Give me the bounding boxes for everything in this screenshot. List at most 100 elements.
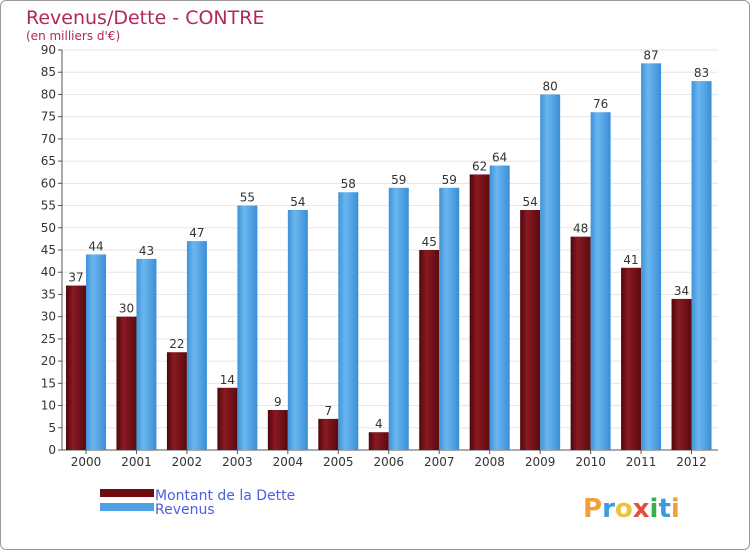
x-tick-label: 2010 [575,455,606,469]
x-tick-label: 2004 [273,455,304,469]
x-axis: 2000 2001 2002 2003 2004 2005 2006 2007 2008 2009… [71,450,707,469]
bar-debt-label: 37 [68,271,83,285]
logo-letter: x [633,494,650,524]
x-tick-label: 2008 [474,455,505,469]
y-tick-label: 25 [41,332,56,346]
bar-revenue [439,187,460,450]
x-tick-label: 2011 [626,455,657,469]
y-tick-label: 60 [41,176,56,190]
bar-debt-label: 4 [375,417,383,431]
bar-revenue [540,94,561,450]
bar-revenue [136,258,157,450]
bar-revenue-label: 59 [391,173,406,187]
y-tick-label: 85 [41,65,56,79]
bar-debt-label: 48 [573,222,588,236]
bar-debt [166,352,187,450]
bar-revenue [287,210,308,450]
logo-letter: o [615,494,633,524]
bar-revenue [237,205,258,450]
y-tick-label: 50 [41,221,56,235]
bar-debt-label: 14 [220,373,235,387]
x-tick-label: 2000 [71,455,102,469]
bar-revenue-label: 87 [643,48,658,62]
proxiti-logo: Proxiti [583,494,680,524]
legend: Montant de la Dette Revenus [100,488,295,518]
bar-revenue [186,241,207,450]
bar-revenue-label: 44 [88,239,103,253]
bar-revenue-label: 76 [593,97,608,111]
x-tick-label: 2007 [424,455,455,469]
y-tick-label: 30 [41,310,56,324]
y-tick-label: 45 [41,243,56,257]
bar-revenue-label: 59 [442,173,457,187]
bar-revenue [489,165,510,451]
bar-debt [621,267,642,450]
bar-revenue-label: 80 [543,79,558,93]
bar-revenue-label: 55 [240,191,255,205]
y-tick-label: 5 [48,421,56,435]
y-tick-label: 80 [41,87,56,101]
svg-text:Proxiti: Proxiti [583,494,680,524]
x-tick-label: 2001 [121,455,152,469]
bar-revenue-label: 83 [694,66,709,80]
y-tick-label: 70 [41,132,56,146]
bar-revenue [691,81,712,450]
legend-swatch-debt [100,489,154,497]
logo-letter: P [583,494,602,524]
bar-debt-label: 54 [523,195,538,209]
legend-label-debt: Montant de la Dette [155,488,295,504]
y-tick-label: 90 [41,43,56,57]
bar-debt [368,432,389,450]
bar-revenue-label: 43 [139,244,154,258]
y-tick-label: 75 [41,110,56,124]
bar-revenue-label: 54 [290,195,305,209]
logo-letter: i [650,494,659,524]
x-tick-label: 2002 [172,455,203,469]
bar-debt [267,410,288,450]
x-tick-label: 2009 [525,455,556,469]
bar-debt-label: 41 [623,253,638,267]
x-tick-label: 2012 [676,455,707,469]
x-tick-label: 2005 [323,455,354,469]
bar-debt-label: 7 [324,404,332,418]
bar-revenue [338,192,359,450]
y-tick-label: 65 [41,154,56,168]
bar-revenue-label: 47 [189,226,204,240]
bars [66,63,712,451]
chart-title: Revenus/Dette - CONTRE [26,7,264,29]
x-tick-label: 2006 [373,455,404,469]
x-tick-label: 2003 [222,455,253,469]
bar-debt-label: 9 [274,395,282,409]
bar-debt [520,210,541,450]
bar-debt [570,236,591,450]
chart-subtitle: (en milliers d'€) [26,29,120,43]
logo-letter: t [658,494,670,524]
bar-debt-label: 45 [422,235,437,249]
bar-debt [671,298,692,450]
bar-debt [318,418,339,450]
bar-revenue-label: 64 [492,151,507,165]
logo-letter: i [671,494,680,524]
bar-debt [116,316,137,450]
y-tick-label: 40 [41,265,56,279]
y-tick-label: 55 [41,199,56,213]
logo-letter: r [602,494,615,524]
bar-debt-label: 22 [169,337,184,351]
bar-debt-label: 30 [119,302,134,316]
legend-label-revenue: Revenus [155,502,215,518]
y-tick-label: 0 [48,443,56,457]
bar-revenue [388,187,409,450]
y-tick-label: 35 [41,287,56,301]
bar-debt [217,387,238,450]
bar-debt-label: 34 [674,284,689,298]
legend-swatch-revenue [100,503,154,511]
bar-debt [66,285,86,450]
bar-revenue-label: 58 [341,177,356,191]
bar-revenue [590,112,611,450]
bar-revenue [86,254,106,450]
y-tick-label: 15 [41,376,56,390]
bar-revenue [641,63,662,450]
bar-debt [419,250,440,450]
y-tick-label: 20 [41,354,56,368]
